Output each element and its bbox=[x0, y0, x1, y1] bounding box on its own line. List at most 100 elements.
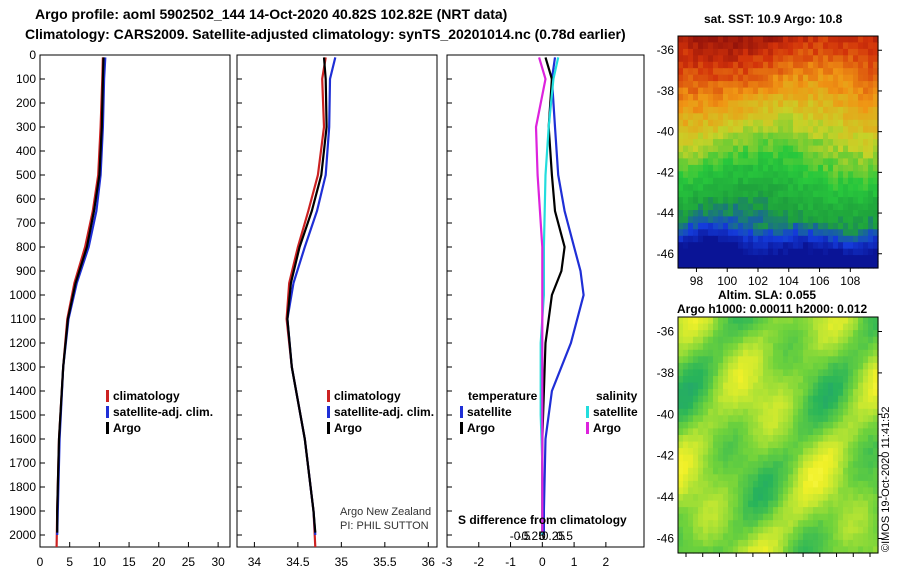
map-cell bbox=[858, 139, 864, 147]
map-cell bbox=[708, 500, 714, 508]
map-cell bbox=[758, 164, 764, 172]
map-cell bbox=[803, 229, 809, 237]
map-cell bbox=[678, 229, 684, 237]
map-cell bbox=[758, 190, 764, 198]
map-y-tick-label: -40 bbox=[657, 407, 675, 421]
map-cell bbox=[808, 395, 814, 403]
map-cell bbox=[863, 343, 869, 351]
map-cell bbox=[703, 402, 709, 410]
map-cell bbox=[748, 415, 754, 423]
map-cell bbox=[843, 55, 849, 63]
map-cell bbox=[753, 454, 759, 462]
map-cell bbox=[728, 36, 734, 43]
map-cell bbox=[713, 487, 719, 495]
map-cell bbox=[848, 362, 854, 371]
map-cell bbox=[738, 513, 744, 521]
map-cell bbox=[713, 94, 719, 101]
y-tick-label: 900 bbox=[16, 264, 36, 278]
map-cell bbox=[713, 343, 719, 351]
map-cell bbox=[858, 467, 864, 475]
map-cell bbox=[868, 68, 874, 76]
map-cell bbox=[753, 369, 759, 377]
map-cell bbox=[753, 421, 759, 430]
map-cell bbox=[693, 158, 699, 166]
map-cell bbox=[843, 132, 849, 140]
map-cell bbox=[768, 376, 774, 384]
map-cell bbox=[683, 145, 689, 153]
map-cell bbox=[728, 467, 734, 475]
map-cell bbox=[838, 382, 844, 390]
map-cell bbox=[778, 106, 784, 114]
map-cell bbox=[753, 415, 759, 423]
map-cell bbox=[833, 36, 839, 43]
map-cell bbox=[818, 441, 824, 449]
map-cell bbox=[713, 55, 719, 63]
map-cell bbox=[863, 203, 869, 211]
map-cell bbox=[688, 68, 694, 76]
map-cell bbox=[823, 197, 829, 205]
map-cell bbox=[813, 229, 819, 237]
map-cell bbox=[798, 362, 804, 371]
map-cell bbox=[833, 158, 839, 166]
map-cell bbox=[858, 74, 864, 82]
map-cell bbox=[723, 356, 729, 364]
map-cell bbox=[803, 369, 809, 377]
map-cell bbox=[788, 546, 794, 554]
map-cell bbox=[833, 435, 839, 443]
map-cell bbox=[783, 513, 789, 521]
map-cell bbox=[823, 441, 829, 449]
map-cell bbox=[863, 248, 869, 256]
map-cell bbox=[788, 467, 794, 475]
map-cell bbox=[698, 526, 704, 534]
map-cell bbox=[733, 158, 739, 166]
map-cell bbox=[718, 145, 724, 153]
map-cell bbox=[683, 158, 689, 166]
map-cell bbox=[723, 94, 729, 101]
legend-swatch bbox=[586, 406, 589, 418]
map-cell bbox=[798, 480, 804, 489]
map-cell bbox=[833, 533, 839, 541]
map-cell bbox=[823, 248, 829, 256]
map-cell bbox=[683, 203, 689, 211]
map-cell bbox=[693, 336, 699, 344]
map-cell bbox=[753, 356, 759, 364]
map-cell bbox=[773, 113, 779, 121]
map-cell bbox=[868, 395, 874, 403]
map-cell bbox=[748, 203, 754, 211]
map-cell bbox=[868, 248, 874, 256]
map-cell bbox=[748, 356, 754, 364]
map-cell bbox=[748, 480, 754, 489]
map-cell bbox=[718, 126, 724, 134]
map-cell bbox=[698, 539, 704, 548]
map-cell bbox=[848, 132, 854, 140]
map-cell bbox=[793, 177, 799, 185]
map-cell bbox=[693, 356, 699, 364]
map-cell bbox=[703, 349, 709, 357]
map-cell bbox=[758, 197, 764, 205]
map-cell bbox=[798, 94, 804, 101]
map-cell bbox=[788, 55, 794, 63]
map-cell bbox=[843, 106, 849, 114]
map-cell bbox=[793, 421, 799, 430]
map-cell bbox=[743, 546, 749, 554]
map-cell bbox=[828, 487, 834, 495]
legend-swatch bbox=[327, 390, 330, 402]
map-cell bbox=[718, 402, 724, 410]
map-cell bbox=[783, 255, 789, 263]
map-cell bbox=[698, 435, 704, 443]
map-cell bbox=[833, 448, 839, 456]
salinity-diff-tick-label: -0.25 bbox=[518, 529, 546, 543]
map-cell bbox=[738, 210, 744, 217]
map-cell bbox=[833, 395, 839, 403]
map-cell bbox=[833, 349, 839, 357]
map-cell bbox=[733, 184, 739, 192]
map-cell bbox=[808, 164, 814, 172]
map-cell bbox=[718, 55, 724, 63]
map-cell bbox=[763, 487, 769, 495]
map-cell bbox=[803, 61, 809, 69]
map-cell bbox=[823, 216, 829, 224]
map-cell bbox=[728, 507, 734, 515]
map-cell bbox=[818, 261, 824, 269]
map-cell bbox=[693, 184, 699, 192]
map-cell bbox=[703, 428, 709, 436]
